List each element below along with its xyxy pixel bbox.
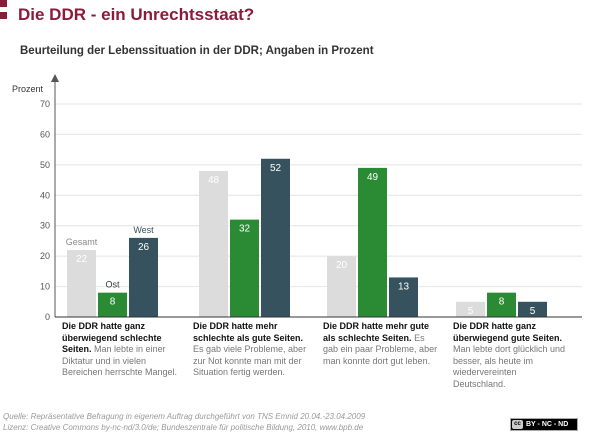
y-tick-40: 40	[40, 190, 50, 200]
value-label-west-3: 13	[398, 281, 410, 292]
source-note: Quelle: Repräsentative Befragung in eige…	[3, 412, 366, 421]
category-caption-1: Die DDR hatte ganz überwiegend schlechte…	[62, 321, 180, 379]
category-3-detail: Es gab ein paar Probleme, aber man konnt…	[323, 332, 438, 366]
value-label-ost-1: 8	[110, 297, 116, 308]
bar-west-4	[518, 301, 547, 317]
y-tick-60: 60	[40, 129, 50, 139]
license-note: Lizenz: Creative Commons by-nc-nd/3.0/de…	[3, 423, 364, 432]
category-4-detail: Man lebte dort glücklich und besser, als…	[453, 344, 566, 389]
category-caption-4: Die DDR hatte ganz überwiegend gute Seit…	[453, 321, 571, 390]
bar-ost-1	[98, 292, 127, 317]
bar-gesamt-3	[327, 256, 356, 317]
series-labels: Gesamt Ost West	[66, 225, 154, 290]
y-tick-10: 10	[40, 282, 50, 292]
category-2-detail: Es gab viele Probleme, aber zur Not konn…	[193, 344, 307, 377]
bar-ost-3	[358, 167, 387, 317]
category-caption-2: Die DDR hatte mehr schlechte als gute Se…	[193, 321, 311, 379]
bar-ost-2	[230, 219, 259, 317]
category-1-detail: Man lebte in einer Diktatur und in viele…	[62, 344, 178, 377]
bar-gesamt-2	[199, 170, 228, 317]
category-caption-3: Die DDR hatte mehr gute als schlechte Se…	[323, 321, 441, 367]
value-label-gesamt-3: 20	[336, 260, 348, 271]
bar-gesamt-1	[67, 250, 96, 317]
cc-icon: cc	[512, 420, 523, 429]
value-label-ost-3: 49	[367, 172, 379, 183]
bar-west-2	[261, 158, 290, 317]
value-label-west-1: 26	[138, 242, 150, 253]
value-label-gesamt-1: 22	[76, 254, 88, 265]
value-label-ost-4: 8	[499, 297, 505, 308]
series-label-gesamt: Gesamt	[66, 237, 98, 247]
bar-west-1	[129, 237, 158, 317]
bar-ost-4	[487, 292, 516, 317]
category-2-main: Die DDR hatte mehr schlechte als gute Se…	[193, 321, 304, 343]
y-tick-30: 30	[40, 221, 50, 231]
bars	[67, 158, 547, 317]
series-label-west: West	[133, 225, 154, 235]
cc-badge-label: BY - NC - ND	[526, 421, 569, 428]
value-label-west-4: 5	[530, 306, 536, 317]
y-axis: Prozent	[12, 74, 59, 317]
y-axis-label: Prozent	[12, 84, 44, 94]
y-tick-70: 70	[40, 99, 50, 109]
bar-gesamt-4	[456, 301, 485, 317]
value-label-ost-2: 32	[239, 224, 251, 235]
page-title: Die DDR - ein Unrechtsstaat?	[18, 5, 255, 24]
value-label-gesamt-2: 48	[208, 175, 220, 186]
accent-square-top	[0, 0, 7, 7]
category-3-main: Die DDR hatte mehr gute als schlechte Se…	[323, 321, 430, 343]
accent-square-title	[0, 12, 7, 19]
category-1-main: Die DDR hatte ganz überwiegend schlechte…	[62, 321, 162, 354]
category-4-main: Die DDR hatte ganz überwiegend gute Seit…	[453, 321, 563, 343]
bar-value-labels: 22 48 20 5 8 32 49 8 26 52 13 5	[76, 163, 536, 317]
y-tick-50: 50	[40, 160, 50, 170]
page-subtitle: Beurteilung der Lebenssituation in der D…	[20, 45, 374, 57]
y-tick-0: 0	[45, 312, 50, 322]
series-label-ost: Ost	[105, 280, 120, 290]
value-label-west-2: 52	[270, 163, 282, 174]
cc-license-badge[interactable]: cc BY - NC - ND	[510, 418, 578, 431]
bar-west-3	[389, 277, 418, 317]
y-tick-labels: 0 10 20 30 40 50 60 70	[40, 99, 50, 322]
y-tick-20: 20	[40, 251, 50, 261]
value-label-gesamt-4: 5	[468, 306, 474, 317]
